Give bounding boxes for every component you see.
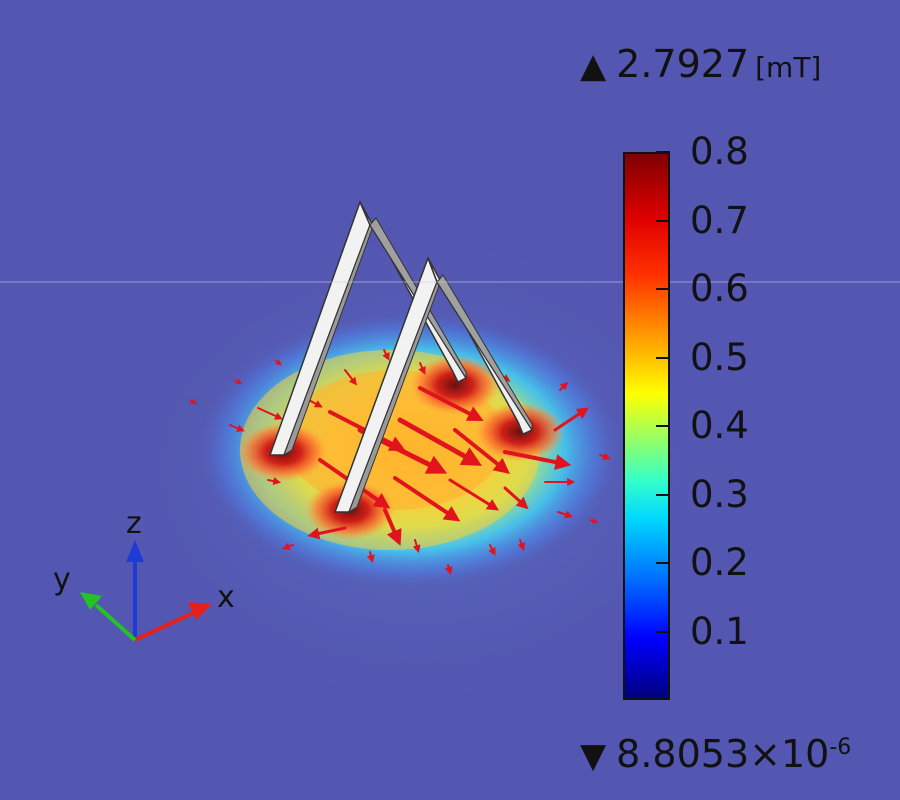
axis-triad (80, 540, 212, 642)
colorbar-tick-label: 0.1 (690, 609, 749, 653)
colorbar-tick-label: 0.7 (690, 198, 749, 242)
wire-structure (268, 199, 534, 514)
colorbar-tick-label: 0.6 (690, 267, 749, 310)
min-value-label: ▼ 8.8053×10-6 (580, 732, 851, 778)
max-value-label: ▲ 2.7927 [mT] (580, 42, 821, 90)
colorbar-tick-label: 0.2 (690, 541, 749, 584)
y-axis-arrow (94, 603, 137, 642)
colorbar-tick-label: 0.8 (690, 130, 749, 173)
field-arrows (189, 349, 611, 576)
min-triangle-icon: ▼ (580, 736, 607, 776)
colorbar-tick-mark (656, 630, 670, 633)
colorbar-tick-mark (656, 356, 670, 359)
max-value: 2.7927 (616, 42, 750, 86)
unit-label: [mT] (755, 51, 822, 84)
x-axis-label: x (217, 580, 235, 615)
colorbar-tick-label: 0.3 (690, 472, 749, 516)
wire-front (333, 255, 534, 514)
z-axis-label: z (126, 506, 142, 541)
colorbar-tick-mark (656, 288, 670, 290)
x-axis-arrow (134, 610, 196, 642)
colorbar-tick-mark (656, 562, 670, 564)
max-triangle-icon: ▲ (580, 46, 607, 86)
min-value: 8.8053×10 (616, 732, 830, 776)
colorbar-tick-mark (656, 493, 670, 496)
min-value-exponent: -6 (829, 735, 852, 760)
colorbar-tick-label: 0.5 (690, 335, 749, 379)
y-axis-label: y (53, 562, 71, 597)
colorbar-tick-mark (656, 425, 670, 427)
colorbar-tick-label: 0.4 (690, 404, 749, 447)
colorbar-tick-mark (656, 219, 670, 222)
colorbar-tick-mark (656, 151, 670, 153)
